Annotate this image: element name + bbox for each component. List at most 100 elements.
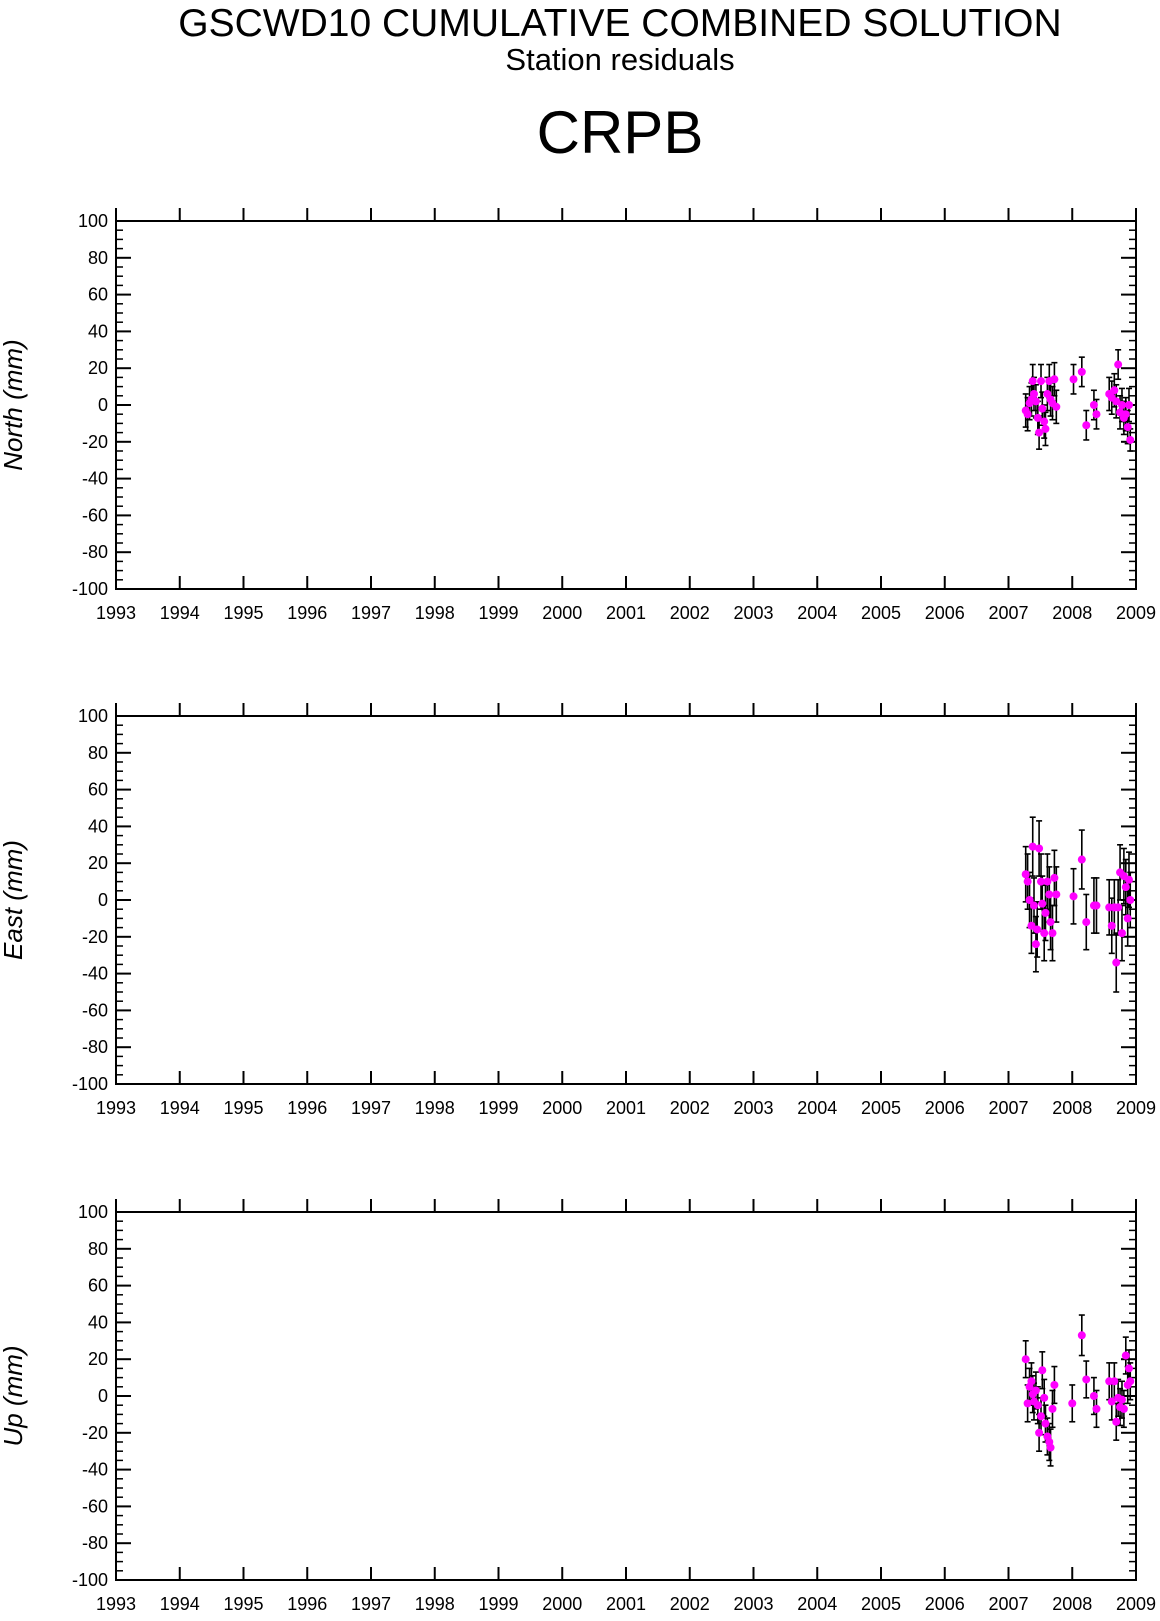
data-point [1092, 901, 1101, 910]
x-tick-label: 1999 [478, 603, 518, 623]
data-point [1040, 929, 1049, 938]
y-tick-label: 100 [78, 706, 108, 726]
data-point [1040, 1393, 1049, 1402]
data-point [1033, 413, 1042, 422]
data-point [1041, 424, 1050, 433]
x-tick-label: 2001 [606, 603, 646, 623]
x-tick-label: 2005 [861, 603, 901, 623]
page-subtitle: Station residuals [505, 42, 735, 77]
data-point [1028, 842, 1037, 851]
x-tick-label: 1997 [351, 1594, 391, 1614]
x-tick-label: 2007 [988, 603, 1028, 623]
y-tick-label: -20 [82, 1423, 108, 1443]
x-tick-label: 2008 [1052, 603, 1092, 623]
data-point [1112, 1417, 1121, 1426]
x-tick-label: 2003 [733, 603, 773, 623]
x-tick-label: 2002 [670, 1098, 710, 1118]
x-tick-label: 2006 [925, 1594, 965, 1614]
y-tick-label: -100 [72, 1570, 108, 1590]
data-point [1027, 921, 1036, 930]
y-tick-label: 0 [98, 395, 108, 415]
data-point [1069, 892, 1078, 901]
x-tick-label: 1994 [160, 603, 200, 623]
x-tick-label: 2005 [861, 1098, 901, 1118]
data-point [1037, 1412, 1046, 1421]
plot-frame [115, 715, 1137, 1085]
data-point [1077, 367, 1086, 376]
data-point [1077, 855, 1086, 864]
chart-panel-2: 1993 1994 1995 1996 1997 1998 1999 2000 2001 2002… [0, 703, 1156, 1118]
x-tick-label: 2006 [925, 1098, 965, 1118]
y-tick-label: 80 [88, 743, 108, 763]
x-tick-label: 2001 [606, 1098, 646, 1118]
y-tick-label: -20 [82, 432, 108, 452]
y-tick-label: 0 [98, 890, 108, 910]
page-title: GSCWD10 CUMULATIVE COMBINED SOLUTION [178, 2, 1062, 45]
data-point [1123, 914, 1132, 923]
data-point [1121, 1351, 1130, 1360]
data-point [1123, 423, 1132, 432]
data-point [1035, 844, 1044, 853]
y-tick-label: 40 [88, 321, 108, 341]
y-tick-label: -80 [82, 1533, 108, 1553]
data-point [1050, 1380, 1059, 1389]
x-tick-label: 2005 [861, 1594, 901, 1614]
y-axis-label: East (mm) [0, 840, 28, 960]
y-tick-label: -80 [82, 542, 108, 562]
x-tick-label: 2003 [733, 1594, 773, 1614]
x-tick-label: 1994 [160, 1594, 200, 1614]
y-tick-label: -40 [82, 964, 108, 984]
x-tick-label: 1996 [287, 603, 327, 623]
data-point [1046, 918, 1055, 927]
data-point [1082, 918, 1091, 927]
x-tick-label: 1993 [96, 1594, 136, 1614]
data-point [1114, 903, 1123, 912]
x-tick-label: 2009 [1116, 1594, 1156, 1614]
data-point [1048, 929, 1057, 938]
x-tick-label: 2008 [1052, 1098, 1092, 1118]
y-tick-label: 60 [88, 780, 108, 800]
x-tick-label: 2007 [988, 1594, 1028, 1614]
data-point [1082, 421, 1091, 430]
y-tick-label: 80 [88, 248, 108, 268]
y-tick-label: 40 [88, 816, 108, 836]
y-axis-label: North (mm) [0, 339, 28, 470]
data-point [1043, 877, 1052, 886]
data-point [1023, 877, 1032, 886]
data-point [1023, 1399, 1032, 1408]
x-tick-label: 2002 [670, 1594, 710, 1614]
x-tick-label: 2000 [542, 1098, 582, 1118]
x-tick-label: 2009 [1116, 1098, 1156, 1118]
data-point [1110, 386, 1119, 395]
data-point [1030, 389, 1038, 398]
y-tick-label: -60 [82, 1496, 108, 1516]
station-name: CRPB [536, 99, 704, 166]
data-point [1037, 877, 1046, 886]
plot-frame [115, 220, 1137, 590]
x-tick-label: 2000 [542, 603, 582, 623]
data-point [1052, 890, 1061, 899]
plot-frame [115, 1211, 1137, 1581]
y-tick-label: -60 [82, 505, 108, 525]
data-point [1041, 908, 1050, 917]
x-tick-label: 1997 [351, 1098, 391, 1118]
x-tick-label: 2004 [797, 1594, 837, 1614]
data-point [1031, 1386, 1040, 1395]
data-point [1112, 397, 1121, 406]
x-tick-label: 1999 [478, 1098, 518, 1118]
data-point [1038, 1366, 1047, 1375]
data-point [1126, 1377, 1135, 1386]
data-point [1035, 1428, 1044, 1437]
data-point [1052, 402, 1061, 411]
data-point [1114, 360, 1123, 369]
x-tick-label: 2004 [797, 603, 837, 623]
x-tick-label: 1998 [415, 1594, 455, 1614]
x-tick-label: 1998 [415, 603, 455, 623]
data-point [1050, 375, 1059, 384]
data-point [1038, 404, 1047, 413]
y-tick-label: -80 [82, 1037, 108, 1057]
x-tick-label: 2007 [988, 1098, 1028, 1118]
data-point [1027, 1377, 1036, 1386]
data-point [1126, 435, 1135, 444]
data-point [1124, 401, 1133, 409]
